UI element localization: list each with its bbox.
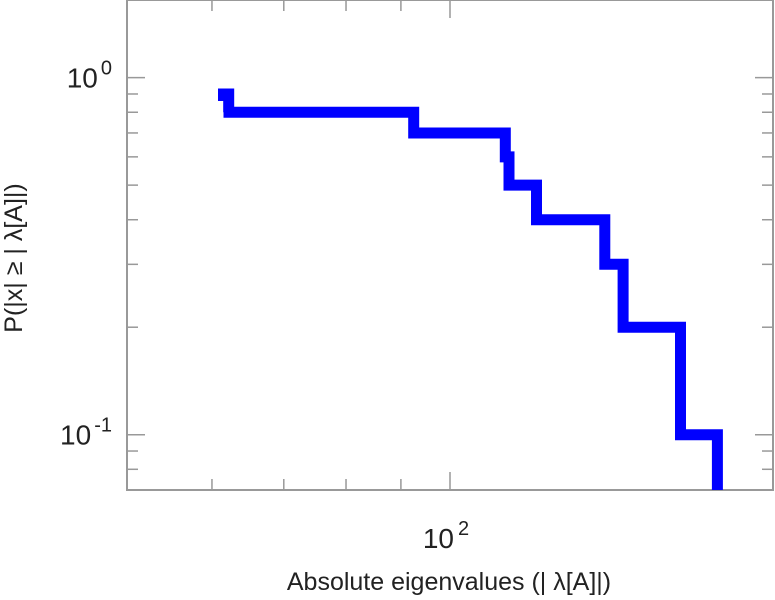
x-tick-label: 10 2 — [423, 518, 469, 554]
x-axis-label: Absolute eigenvalues (| λ[A]|) — [287, 568, 611, 596]
ticks — [126, 0, 774, 491]
tick-labels: 10 2 10 0 10 -1 — [60, 58, 469, 554]
y-axis-label: P(|x| ≥ | λ[A]|) — [0, 183, 28, 332]
y-tick-label: 10 0 — [67, 58, 112, 94]
series-line — [218, 88, 723, 490]
y-tick-label: 10 -1 — [60, 415, 112, 451]
series-layer — [218, 88, 723, 490]
